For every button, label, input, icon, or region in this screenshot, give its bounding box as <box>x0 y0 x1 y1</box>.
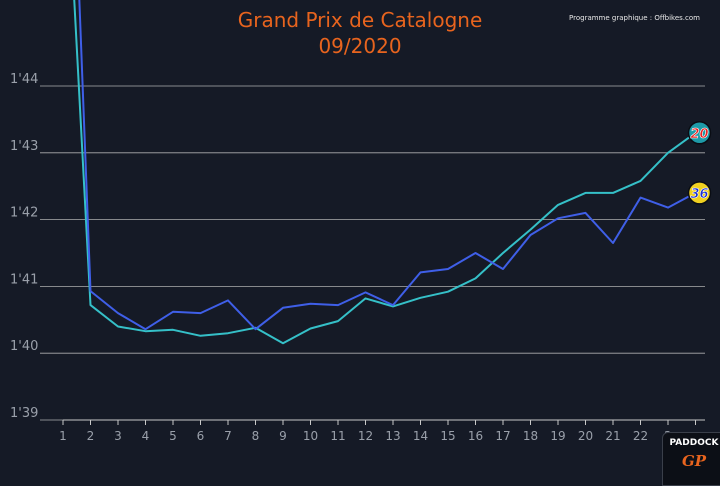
logo-text: PADDOCK <box>669 438 719 448</box>
y-tick-label: 1'39 <box>10 406 38 421</box>
x-tick-label: 4 <box>142 429 150 443</box>
x-tick-label: 1 <box>59 429 67 443</box>
x-tick-label: 11 <box>330 429 345 443</box>
x-tick-label: 10 <box>303 429 318 443</box>
rider-badge-label: 20 <box>690 127 708 142</box>
rider-badge <box>687 181 712 205</box>
series-group <box>73 0 697 345</box>
x-tick-label: 6 <box>197 429 205 443</box>
x-tick-label: 15 <box>440 429 455 443</box>
x-tick-label: 20 <box>578 429 593 443</box>
chart-subtitle: 09/2020 <box>318 34 402 58</box>
x-tick-label: 12 <box>358 429 373 443</box>
x-tick-label: 8 <box>252 429 260 443</box>
paddock-gp-logo: PADDOCK GP <box>662 432 720 486</box>
x-tick-label: 17 <box>495 429 510 443</box>
chart-title: Grand Prix de Catalogne <box>237 8 483 32</box>
series-line <box>78 0 696 331</box>
y-tick-label: 1'42 <box>10 206 38 221</box>
y-tick-label: 1'41 <box>10 272 38 287</box>
x-tick-label: 14 <box>413 429 428 443</box>
x-tick-label: 5 <box>169 429 177 443</box>
rider-badge-label: 36 <box>690 187 708 202</box>
x-tick-label: 9 <box>279 429 287 443</box>
y-tick-label: 1'43 <box>10 139 38 154</box>
x-tick-label: 7 <box>224 429 232 443</box>
x-tick-label: 18 <box>523 429 538 443</box>
x-tick-label: 16 <box>468 429 483 443</box>
credit-text: Programme graphique : Offbikes.com <box>569 14 700 22</box>
x-tick-label: 2 <box>87 429 95 443</box>
series-line <box>73 0 697 345</box>
y-tick-label: 1'40 <box>10 339 38 354</box>
y-tick-label: 1'44 <box>10 72 38 87</box>
logo-mark: GP <box>681 452 707 470</box>
x-tick-label: 3 <box>114 429 122 443</box>
series-group <box>78 0 696 331</box>
x-tick-label: 19 <box>550 429 565 443</box>
rider-badge <box>687 121 712 145</box>
x-tick-label: 21 <box>605 429 620 443</box>
x-tick-label: 13 <box>385 429 400 443</box>
x-tick-label: 22 <box>633 429 648 443</box>
